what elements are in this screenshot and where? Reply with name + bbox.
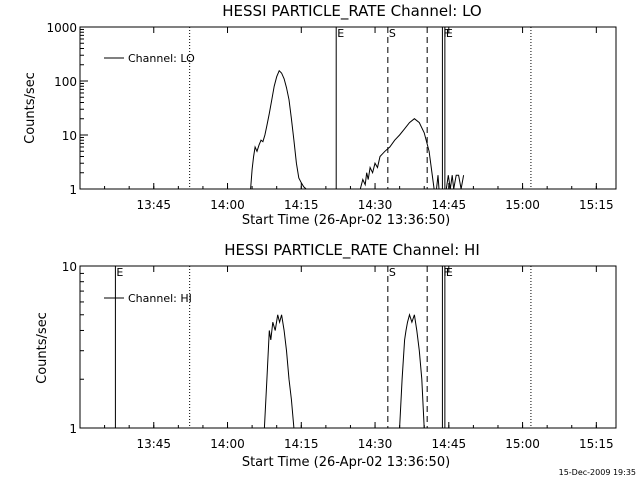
x-tick-label: 14:00 bbox=[210, 437, 245, 451]
x-tick-label: 14:45 bbox=[432, 437, 467, 451]
marker-label: E bbox=[116, 266, 123, 279]
marker-label: E bbox=[446, 27, 453, 40]
series-layer bbox=[250, 69, 465, 190]
y-axis-label: Counts/sec bbox=[23, 72, 38, 144]
series-line bbox=[399, 313, 425, 429]
marker-layer: E S FE bbox=[114, 266, 532, 428]
y-tick-label: 10 bbox=[62, 260, 77, 274]
x-tick-label: 13:45 bbox=[136, 437, 171, 451]
series-line bbox=[445, 175, 455, 190]
series-line bbox=[453, 174, 465, 190]
y-tick-label: 10 bbox=[62, 129, 77, 143]
x-tick-label: 15:00 bbox=[505, 198, 540, 212]
x-axis-label: Start Time (26-Apr-02 13:36:50) bbox=[242, 455, 450, 470]
series-line bbox=[250, 69, 307, 190]
y-tick-label: 1 bbox=[69, 183, 77, 197]
marker-label: E bbox=[446, 266, 453, 279]
series-line bbox=[359, 118, 435, 190]
marker-label: F bbox=[443, 266, 449, 279]
chart-title: HESSI PARTICLE_RATE Channel: HI bbox=[224, 241, 480, 260]
y-tick-label: 1000 bbox=[46, 21, 77, 35]
chart-title: HESSI PARTICLE_RATE Channel: LO bbox=[222, 2, 481, 21]
x-tick-label: 13:45 bbox=[136, 198, 171, 212]
marker-label: S bbox=[389, 27, 396, 40]
y-tick-label: 1 bbox=[69, 422, 77, 436]
series-line bbox=[436, 175, 440, 190]
marker-layer: E S FE bbox=[189, 27, 532, 189]
marker-label: F bbox=[443, 27, 449, 40]
plot-frame bbox=[79, 26, 617, 190]
x-tick-label: 14:30 bbox=[358, 437, 393, 451]
chart-lo-channel: HESSI PARTICLE_RATE Channel: LO Start Ti… bbox=[23, 2, 617, 228]
marker-label: S bbox=[389, 266, 396, 279]
x-tick-label: 14:30 bbox=[358, 198, 393, 212]
tick-layer: 13:45 14:00 14:15 14:30 14:45 15:00 15:15 1 10 bbox=[62, 260, 614, 451]
x-tick-label: 15:15 bbox=[579, 437, 614, 451]
chart-hi-channel: HESSI PARTICLE_RATE Channel: HI Start Ti… bbox=[35, 241, 617, 470]
x-tick-label: 15:00 bbox=[505, 437, 540, 451]
legend-label: Channel: HI bbox=[128, 292, 192, 305]
legend-label: Channel: LO bbox=[128, 52, 195, 65]
series-line bbox=[263, 314, 295, 429]
plot-frame bbox=[79, 265, 617, 429]
tick-layer: 13:45 14:00 14:15 14:30 14:45 15:00 15:15 1 10 10… bbox=[46, 21, 613, 212]
x-tick-label: 14:45 bbox=[432, 198, 467, 212]
x-tick-label: 14:00 bbox=[210, 198, 245, 212]
x-axis-label: Start Time (26-Apr-02 13:36:50) bbox=[242, 213, 450, 228]
x-tick-label: 15:15 bbox=[579, 198, 614, 212]
marker-label: E bbox=[337, 27, 344, 40]
x-tick-label: 14:15 bbox=[284, 437, 319, 451]
generation-timestamp: 15-Dec-2009 19:35 bbox=[559, 468, 636, 477]
x-tick-label: 14:15 bbox=[284, 198, 319, 212]
y-tick-label: 100 bbox=[54, 75, 77, 89]
series-layer bbox=[263, 313, 425, 429]
y-axis-label: Counts/sec bbox=[35, 312, 50, 384]
